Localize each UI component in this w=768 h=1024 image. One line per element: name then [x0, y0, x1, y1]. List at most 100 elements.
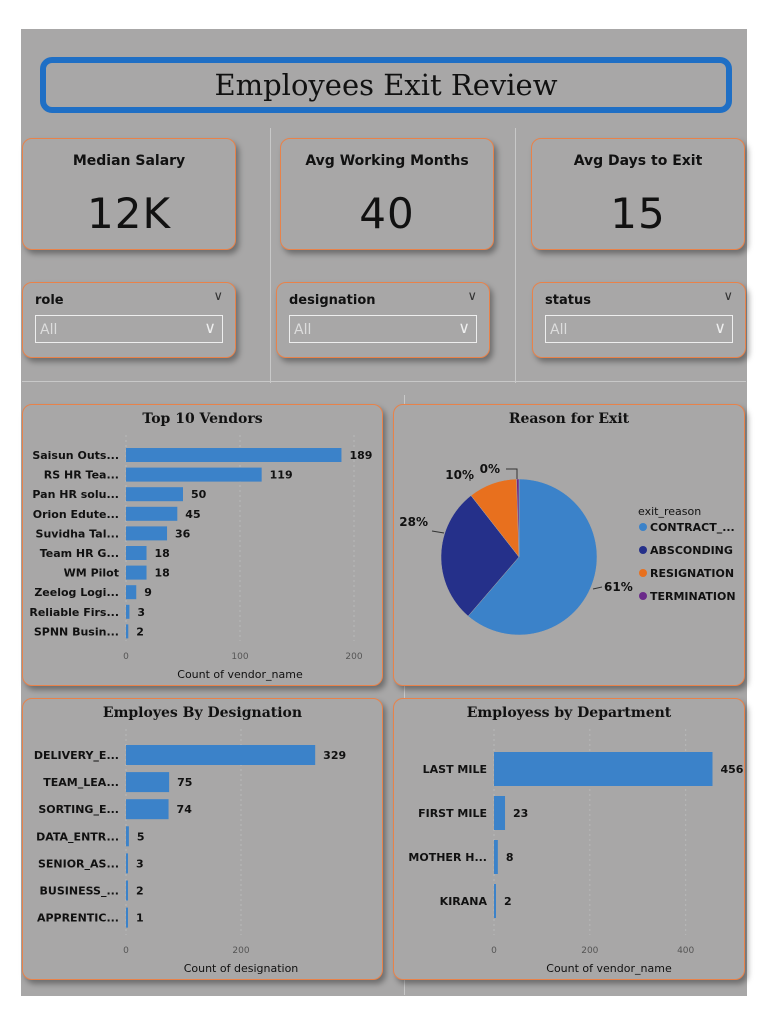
slicer-label: status	[545, 293, 591, 308]
slicer-dropdown[interactable]: All ∨	[35, 315, 223, 343]
axis-title: Count of designation	[184, 962, 299, 975]
pie-data-label: 0%	[480, 462, 500, 476]
data-label: 8	[506, 851, 514, 864]
legend-label: ABSCONDING	[650, 544, 733, 557]
bar	[494, 840, 498, 874]
legend-marker	[639, 546, 647, 554]
bar	[126, 487, 183, 502]
category-label: Zeelog Logi...	[34, 586, 119, 599]
tick-label: 200	[581, 946, 598, 956]
pie-slice	[516, 478, 520, 558]
category-label: SORTING_E...	[38, 803, 119, 816]
legend-marker	[639, 592, 647, 600]
chevron-down-icon[interactable]: ∨	[213, 289, 223, 304]
slicer-value: All	[40, 322, 58, 338]
category-label: SPNN Busin...	[34, 625, 119, 638]
bar	[126, 826, 129, 847]
data-label: 3	[136, 857, 144, 870]
kpi-value: 15	[610, 189, 666, 238]
divider	[270, 128, 271, 383]
bar	[126, 448, 342, 462]
category-label: Team HR G...	[40, 547, 119, 560]
data-label: 9	[144, 586, 152, 599]
bar	[126, 604, 130, 619]
reason-for-exit-chart: 61% 28% 10% 0% exit_reason CONTRACT_... ABSCON…	[399, 462, 736, 636]
bar	[126, 799, 169, 820]
data-label: 23	[513, 807, 528, 820]
slicer-value: All	[550, 322, 568, 338]
pie-slice	[440, 495, 520, 617]
category-label: RS HR Tea...	[44, 469, 119, 482]
slicer-dropdown[interactable]: All ∨	[289, 315, 477, 343]
kpi-label: Avg Working Months	[305, 153, 469, 169]
kpi-card-median-salary: Median Salary 12K	[22, 138, 236, 250]
bar	[126, 526, 168, 541]
slicer-value: All	[294, 322, 312, 338]
legend-title: exit_reason	[638, 505, 701, 518]
category-label: APPRENTIC...	[37, 912, 119, 925]
axis-title: Count of vendor_name	[546, 962, 672, 975]
chevron-down-icon[interactable]: ∨	[714, 318, 726, 337]
data-label: 2	[136, 885, 144, 898]
pie-data-label: 10%	[445, 468, 474, 482]
slicer-label: designation	[289, 293, 376, 308]
slicer-status[interactable]: status ∨ All ∨	[532, 282, 746, 358]
chevron-down-icon[interactable]: ∨	[723, 289, 733, 304]
data-label: 329	[323, 749, 346, 762]
tick-label: 200	[232, 946, 249, 956]
slicer-dropdown[interactable]: All ∨	[545, 315, 733, 343]
bar	[126, 853, 128, 874]
chart-title: Top 10 Vendors	[142, 411, 263, 427]
bar	[126, 546, 147, 560]
category-label: Pan HR solu...	[32, 488, 119, 501]
data-label: 2	[504, 895, 512, 908]
kpi-card-avg-working-months: Avg Working Months 40	[280, 138, 494, 250]
slicer-role[interactable]: role ∨ All ∨	[22, 282, 236, 358]
leader-line	[431, 530, 445, 534]
bar	[126, 506, 178, 521]
chart-title: Employess by Department	[466, 705, 672, 721]
chart-card-reason-for-exit: Reason for Exit 61% 28% 10% 0% exit_reason CO…	[393, 404, 745, 686]
chevron-down-icon[interactable]: ∨	[458, 318, 470, 337]
data-label: 18	[155, 547, 170, 560]
bar	[126, 745, 316, 765]
divider	[22, 381, 746, 382]
bar	[126, 467, 262, 482]
tick-label: 0	[123, 652, 129, 662]
tick-label: 0	[491, 946, 497, 956]
slicer-designation[interactable]: designation ∨ All ∨	[276, 282, 490, 358]
data-label: 189	[349, 449, 372, 462]
category-label: Reliable Firs...	[29, 606, 119, 619]
bar	[494, 884, 496, 918]
tick-label: 400	[677, 946, 694, 956]
data-label: 75	[177, 776, 192, 789]
data-label: 3	[137, 606, 145, 619]
category-label: TEAM_LEA...	[43, 776, 119, 789]
kpi-label: Avg Days to Exit	[573, 153, 703, 169]
data-label: 36	[175, 527, 191, 540]
tick-label: 100	[231, 652, 248, 662]
chevron-down-icon[interactable]: ∨	[204, 318, 216, 337]
kpi-card-avg-days-to-exit: Avg Days to Exit 15	[531, 138, 745, 250]
leader-line	[592, 586, 603, 590]
category-label: LAST MILE	[423, 763, 487, 776]
data-label: 18	[155, 567, 170, 580]
category-label: WM Pilot	[64, 567, 119, 580]
category-label: SENIOR_AS...	[38, 857, 119, 870]
legend-label: CONTRACT_...	[650, 521, 735, 534]
kpi-label: Median Salary	[72, 153, 186, 169]
bar	[126, 907, 128, 928]
bar	[126, 880, 128, 901]
category-label: MOTHER H...	[408, 851, 487, 864]
department-chart: 0 200 400 LAST MILE 456 FIRST MILE 23 MOTHER H.…	[408, 729, 744, 975]
divider	[515, 128, 516, 383]
chevron-down-icon[interactable]: ∨	[467, 289, 477, 304]
designation-chart: 0 200 DELIVERY_E... 329 TEAM_LEA... 75 SORTING…	[34, 729, 346, 975]
chart-title: Employes By Designation	[102, 705, 303, 721]
category-label: DELIVERY_E...	[34, 749, 119, 762]
data-label: 1	[136, 912, 144, 925]
legend-label: TERMINATION	[650, 590, 736, 603]
legend-label: RESIGNATION	[650, 567, 734, 580]
category-label: Suvidha Tal...	[36, 527, 119, 540]
